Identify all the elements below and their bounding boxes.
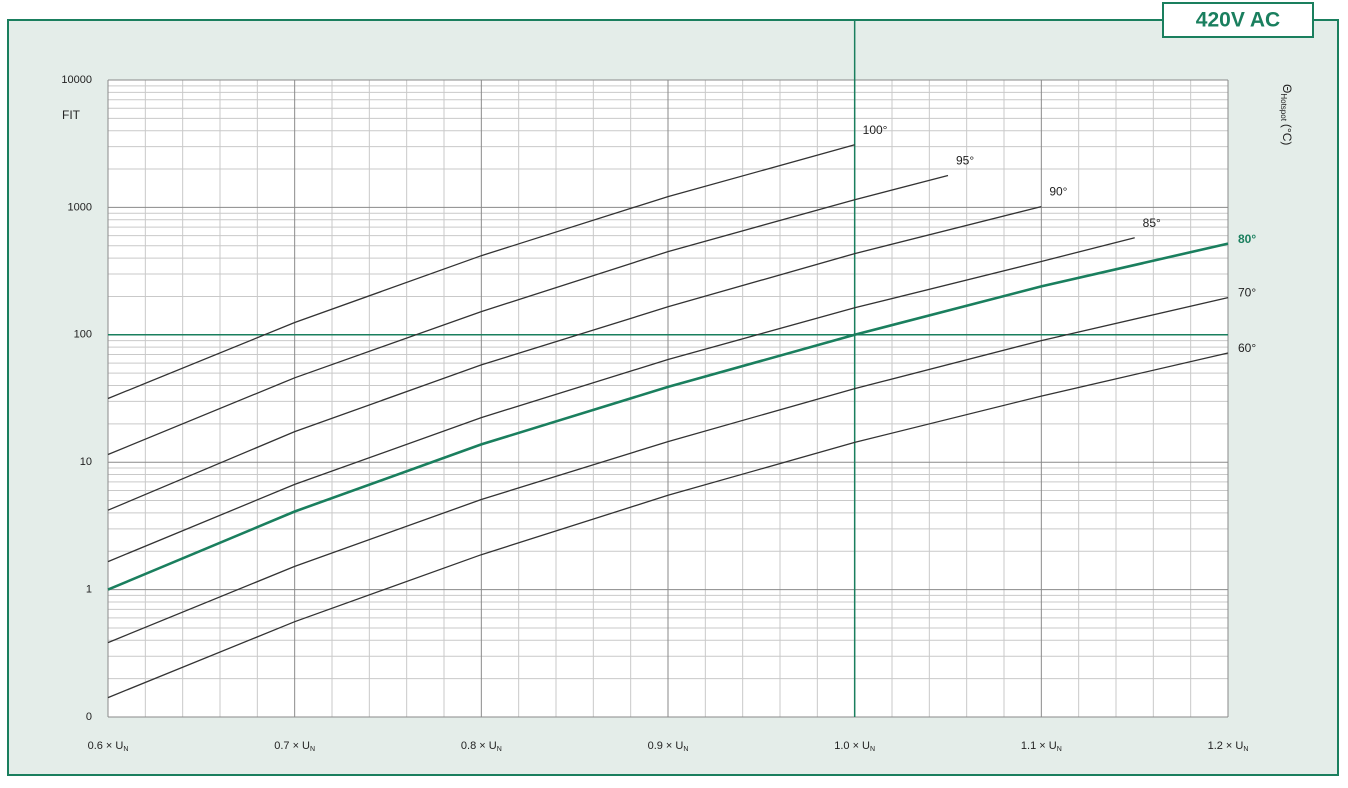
x-tick-text: 0.7 × U xyxy=(274,740,310,752)
series-label: 70° xyxy=(1238,286,1256,300)
x-tick-subscript: N xyxy=(683,746,688,753)
x-tick-subscript: N xyxy=(497,746,502,753)
legend-title: ΘHotspot (°C) xyxy=(1279,84,1294,145)
y-tick-label: 1 xyxy=(86,584,92,596)
series-line xyxy=(107,352,1229,699)
y-tick-label: 10000 xyxy=(61,74,92,86)
legend-title-sub: Hotspot xyxy=(1279,93,1288,121)
x-tick-label: 1.1 × UN xyxy=(1021,740,1062,753)
y-tick-label: 1000 xyxy=(68,201,92,213)
x-tick-subscript: N xyxy=(310,746,315,753)
x-tick-label: 1.0 × UN xyxy=(834,740,875,753)
x-tick-text: 0.8 × U xyxy=(461,740,497,752)
x-tick-label: 0.7 × UN xyxy=(274,740,315,753)
x-tick-subscript: N xyxy=(1243,746,1248,753)
x-tick-label: 1.2 × UN xyxy=(1208,740,1249,753)
y-axis-label: FIT xyxy=(62,108,81,122)
grid xyxy=(107,20,1229,718)
y-tick-label: 0 xyxy=(86,711,92,723)
x-tick-subscript: N xyxy=(123,746,128,753)
x-tick-subscript: N xyxy=(870,746,875,753)
legend-title-unit: (°C) xyxy=(1280,124,1294,145)
lines: 100° 95° 90° 85° 80° 70° 60° xyxy=(107,123,1256,699)
series-label: 60° xyxy=(1238,341,1256,355)
series-label: 90° xyxy=(1049,185,1067,199)
x-tick-subscript: N xyxy=(1057,746,1062,753)
series-line xyxy=(107,144,855,400)
x-tick-label: 0.9 × UN xyxy=(648,740,689,753)
x-tick-label: 0.8 × UN xyxy=(461,740,502,753)
badge: 420V AC xyxy=(1196,9,1280,32)
series-label: 80° xyxy=(1238,232,1256,246)
series-line xyxy=(107,296,1229,644)
y-tick-label: 10 xyxy=(80,456,92,468)
series-line xyxy=(107,237,1135,563)
series-line xyxy=(107,205,1042,511)
x-tick-text: 0.9 × U xyxy=(648,740,684,752)
x-tick-label: 0.6 × UN xyxy=(88,740,129,753)
legend-title-symbol: Θ xyxy=(1280,84,1294,93)
x-tick-text: 0.6 × U xyxy=(88,740,124,752)
x-tick-text: 1.1 × U xyxy=(1021,740,1057,752)
x-tick-text: 1.0 × U xyxy=(834,740,870,752)
series-line xyxy=(107,242,1229,591)
x-tick-text: 1.2 × U xyxy=(1208,740,1244,752)
series-label: 95° xyxy=(956,154,974,168)
series-label: 85° xyxy=(1143,216,1161,230)
series-line xyxy=(107,174,949,456)
badge-box xyxy=(1162,2,1314,38)
series-label: 100° xyxy=(863,123,888,137)
y-tick-label: 100 xyxy=(74,329,92,341)
